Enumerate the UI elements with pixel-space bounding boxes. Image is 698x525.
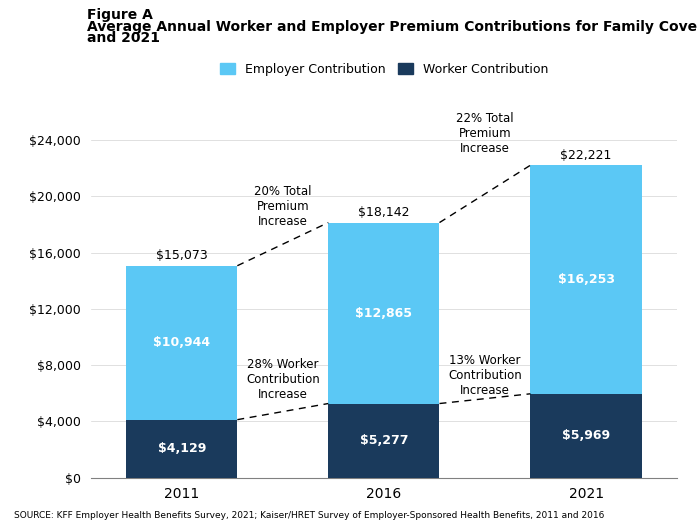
Text: $5,969: $5,969 xyxy=(562,429,610,442)
Text: 28% Worker
Contribution
Increase: 28% Worker Contribution Increase xyxy=(246,358,320,401)
Text: $12,865: $12,865 xyxy=(355,307,413,320)
Bar xyxy=(530,394,641,478)
Text: 20% Total
Premium
Increase: 20% Total Premium Increase xyxy=(254,185,311,228)
Text: and 2021: and 2021 xyxy=(87,32,161,46)
Text: $5,277: $5,277 xyxy=(359,434,408,447)
Text: Average Annual Worker and Employer Premium Contributions for Family Coverage, 20: Average Annual Worker and Employer Premi… xyxy=(87,20,698,34)
Text: 22% Total
Premium
Increase: 22% Total Premium Increase xyxy=(456,112,514,155)
Text: $4,129: $4,129 xyxy=(158,442,206,455)
Text: $15,073: $15,073 xyxy=(156,249,207,262)
Text: Figure A: Figure A xyxy=(87,8,153,22)
Bar xyxy=(126,266,237,419)
Bar xyxy=(126,419,237,478)
Text: $22,221: $22,221 xyxy=(560,149,611,162)
Text: $10,944: $10,944 xyxy=(153,336,210,349)
Legend: Employer Contribution, Worker Contribution: Employer Contribution, Worker Contributi… xyxy=(220,63,548,76)
Text: 13% Worker
Contribution
Increase: 13% Worker Contribution Increase xyxy=(448,354,522,397)
Text: $18,142: $18,142 xyxy=(358,206,410,219)
Bar xyxy=(328,404,440,478)
Bar xyxy=(328,223,440,404)
Text: $16,253: $16,253 xyxy=(558,273,614,286)
Bar xyxy=(530,165,641,394)
Text: SOURCE: KFF Employer Health Benefits Survey, 2021; Kaiser/HRET Survey of Employe: SOURCE: KFF Employer Health Benefits Sur… xyxy=(14,511,604,520)
